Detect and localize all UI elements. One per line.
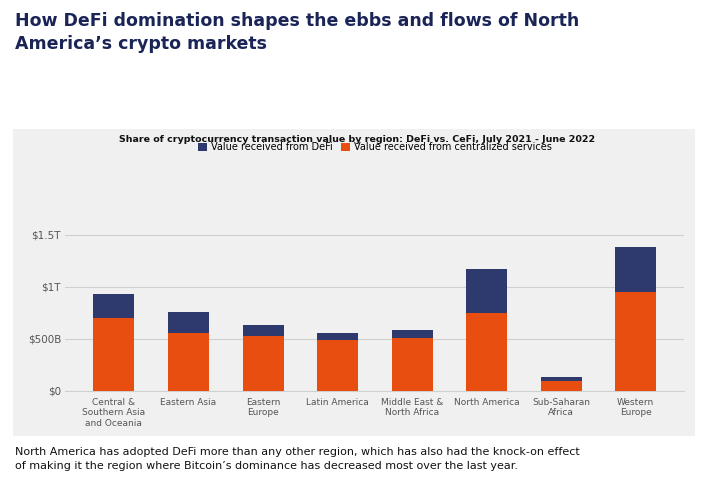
Bar	[242, 325, 284, 336]
Bar	[392, 338, 432, 391]
Bar	[93, 318, 135, 391]
Bar	[541, 377, 582, 380]
Bar	[615, 292, 656, 391]
Text: How DeFi domination shapes the ebbs and flows of North
America’s crypto markets: How DeFi domination shapes the ebbs and …	[15, 12, 580, 53]
Bar	[541, 380, 582, 391]
Bar	[317, 340, 358, 391]
Bar	[392, 331, 432, 338]
Bar	[168, 333, 209, 391]
Bar	[615, 247, 656, 292]
Bar	[466, 313, 508, 391]
Text: Share of cryptocurrency transaction value by region: DeFi vs. CeFi, July 2021 - : Share of cryptocurrency transaction valu…	[119, 135, 595, 144]
Bar	[93, 294, 135, 318]
Text: North America has adopted DeFi more than any other region, which has also had th: North America has adopted DeFi more than…	[15, 447, 580, 471]
Bar	[168, 312, 209, 333]
Bar	[317, 333, 358, 340]
Bar	[466, 269, 508, 313]
Legend: Value received from DeFi, Value received from centralized services: Value received from DeFi, Value received…	[197, 142, 552, 152]
Bar	[242, 336, 284, 391]
